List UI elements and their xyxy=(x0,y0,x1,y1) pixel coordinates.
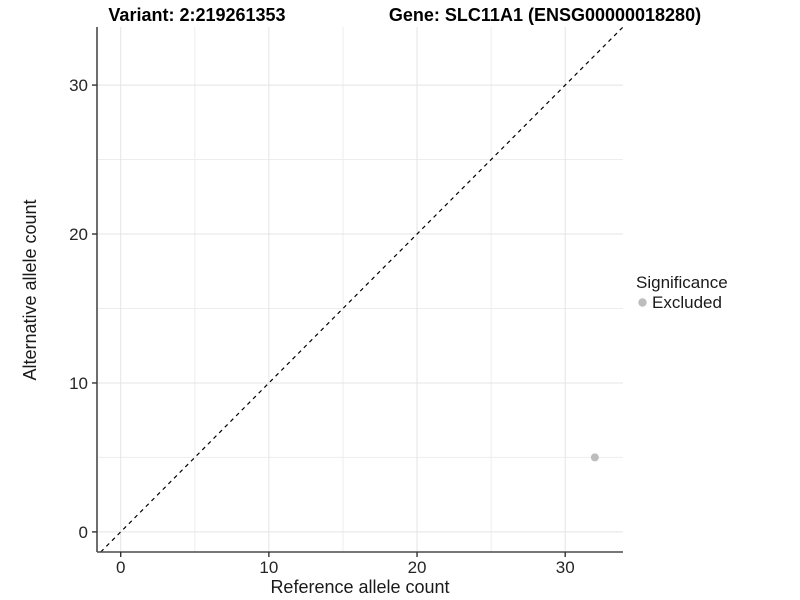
x-axis-title: Reference allele count xyxy=(270,577,449,597)
plot-title-variant: Variant: 2:219261353 xyxy=(108,5,285,25)
x-tick-label: 30 xyxy=(556,558,575,577)
data-layer xyxy=(100,26,624,553)
legend-title: Significance xyxy=(636,273,728,292)
legend-item-label-excluded: Excluded xyxy=(652,293,722,312)
y-tick-label: 10 xyxy=(69,374,88,393)
legend: Significance Excluded xyxy=(636,273,728,312)
axes: 0 10 20 30 0 10 20 30 xyxy=(69,27,623,577)
y-tick-label: 30 xyxy=(69,76,88,95)
y-axis-title: Alternative allele count xyxy=(20,199,40,380)
x-tick-label: 0 xyxy=(116,558,125,577)
data-point xyxy=(590,453,599,462)
x-tick-label: 20 xyxy=(408,558,427,577)
identity-dashed-line xyxy=(100,26,624,553)
legend-key-point-icon xyxy=(638,298,647,307)
x-tick-label: 10 xyxy=(259,558,278,577)
y-tick-label: 20 xyxy=(69,225,88,244)
plot-title-gene: Gene: SLC11A1 (ENSG00000018280) xyxy=(389,5,701,25)
gridlines xyxy=(97,27,623,552)
y-tick-label: 0 xyxy=(79,523,88,542)
